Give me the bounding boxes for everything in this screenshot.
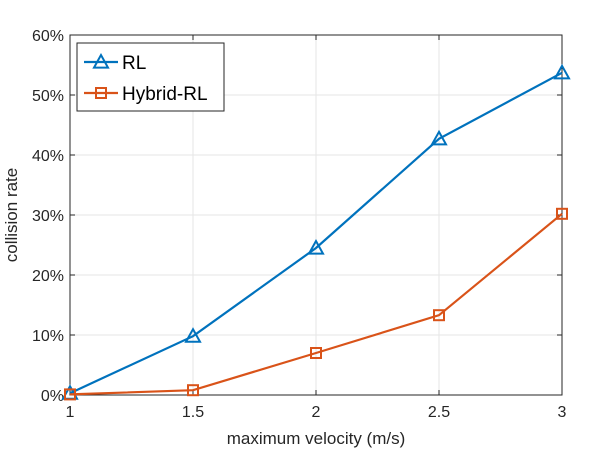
x-tick-label-2: 2 [312,404,321,421]
data-point-hybrid-rl-2 [310,347,322,359]
data-point-hybrid-rl-0 [64,388,76,401]
x-tick-label-3: 2.5 [428,404,450,421]
data-point-rl-4 [553,63,571,80]
series-hybrid-rl [64,207,568,401]
y-tick-label-4: 40% [32,148,64,165]
grid-lines [69,34,563,396]
data-point-rl-2 [307,238,325,255]
legend-marker-rl [92,52,110,69]
x-tick-label-4: 3 [558,404,567,421]
series-group [61,63,571,401]
series-line-hybrid-rl [69,212,563,396]
x-tick-label-0: 1 [66,404,75,421]
y-tick-labels: 0% 10% 20% 30% 40% 50% 60% [32,28,64,405]
series-rl [61,63,571,400]
legend: RL Hybrid-RL [76,42,225,112]
legend-label-hybrid-rl: Hybrid-RL [122,84,208,105]
y-tick-label-5: 50% [32,88,64,105]
data-point-hybrid-rl-1 [187,384,199,397]
data-point-hybrid-rl-3 [433,309,445,322]
y-tick-label-1: 10% [32,328,64,345]
data-point-hybrid-rl-4 [556,207,568,220]
x-axis-label: maximum velocity (m/s) [227,429,406,448]
y-tick-label-2: 20% [32,268,64,285]
y-axis-label: collision rate [2,168,21,263]
legend-label-rl: RL [122,53,146,74]
x-tick-label-1: 1.5 [182,404,204,421]
x-tick-labels: 1 1.5 2 2.5 3 [66,404,567,421]
y-tick-label-0: 0% [41,388,64,405]
legend-marker-hybrid-rl [95,87,107,99]
data-point-rl-1 [184,327,202,343]
y-tick-label-3: 30% [32,208,64,225]
y-tick-label-6: 60% [32,28,64,45]
data-point-rl-3 [430,129,448,146]
series-line-rl [69,71,563,395]
